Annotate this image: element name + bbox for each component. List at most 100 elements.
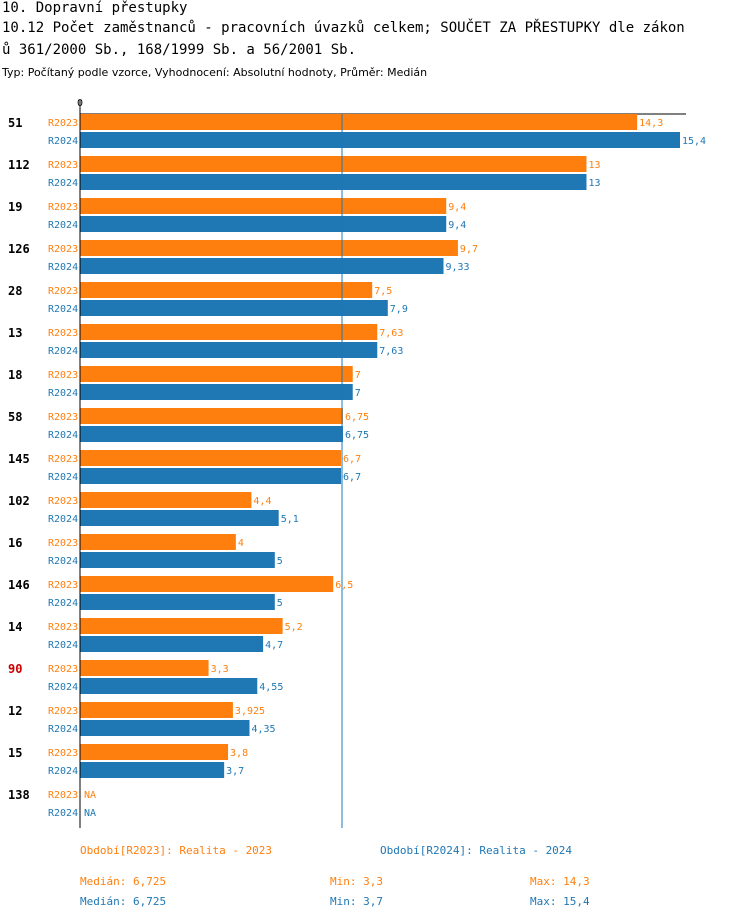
series-label-r2024: R2024 xyxy=(48,178,78,189)
bar-r2024 xyxy=(80,132,680,148)
series-label-r2023: R2023 xyxy=(48,370,78,381)
bar-r2024 xyxy=(80,174,587,190)
series-label-r2024: R2024 xyxy=(48,136,78,147)
category-label: 145 xyxy=(8,452,30,466)
bar-r2024 xyxy=(80,720,250,736)
value-label-r2024: 5,1 xyxy=(281,514,299,525)
category-label: 146 xyxy=(8,578,30,592)
series-label-r2023: R2023 xyxy=(48,496,78,507)
series-label-r2023: R2023 xyxy=(48,454,78,465)
value-label-r2023: 6,7 xyxy=(343,454,361,465)
value-label-r2024: 3,7 xyxy=(226,766,244,777)
series-label-r2023: R2023 xyxy=(48,286,78,297)
bar-r2023 xyxy=(80,492,252,508)
category-label: 28 xyxy=(8,284,22,298)
bar-r2023 xyxy=(80,408,343,424)
bar-r2024 xyxy=(80,384,353,400)
series-label-r2023: R2023 xyxy=(48,790,78,801)
bar-r2024 xyxy=(80,300,388,316)
bar-r2023 xyxy=(80,576,334,592)
value-label-r2023: 3,925 xyxy=(235,706,265,717)
series-label-r2024: R2024 xyxy=(48,388,78,399)
value-label-r2023: 3,3 xyxy=(211,664,229,675)
value-label-r2023: 5,2 xyxy=(285,622,303,633)
series-label-r2024: R2024 xyxy=(48,766,78,777)
category-label: 126 xyxy=(8,242,30,256)
series-label-r2023: R2023 xyxy=(48,160,78,171)
series-label-r2023: R2023 xyxy=(48,244,78,255)
bar-r2024 xyxy=(80,552,275,568)
bar-r2024 xyxy=(80,636,264,652)
bar-r2023 xyxy=(80,240,458,256)
value-label-r2023: 4,4 xyxy=(253,496,271,507)
bar-r2023 xyxy=(80,156,587,172)
bar-r2023 xyxy=(80,534,236,550)
value-label-r2023: 9,7 xyxy=(460,244,478,255)
series-label-r2023: R2023 xyxy=(48,202,78,213)
series-label-r2023: R2023 xyxy=(48,538,78,549)
value-label-r2024: 4,55 xyxy=(259,682,283,693)
legend-min-2024: Min: 3,7 xyxy=(330,895,383,908)
value-label-r2023: 13 xyxy=(588,160,600,171)
series-label-r2024: R2024 xyxy=(48,682,78,693)
series-label-r2024: R2024 xyxy=(48,220,78,231)
legend-median-2023: Medián: 6,725 xyxy=(80,875,167,888)
value-label-r2024: 4,7 xyxy=(265,640,283,651)
legend-period-2023: Období[R2023]: Realita - 2023 xyxy=(80,844,273,857)
category-label: 19 xyxy=(8,200,22,214)
series-label-r2024: R2024 xyxy=(48,346,78,357)
value-label-r2023: 9,4 xyxy=(448,202,466,213)
value-label-r2024: 7,63 xyxy=(379,346,403,357)
series-label-r2023: R2023 xyxy=(48,118,78,129)
series-label-r2023: R2023 xyxy=(48,748,78,759)
bar-r2024 xyxy=(80,216,447,232)
value-label-r2024: 9,33 xyxy=(446,262,470,273)
value-label-r2024: 5 xyxy=(277,598,283,609)
chart-title-line-3: ů 361/2000 Sb., 168/1999 Sb. a 56/2001 S… xyxy=(2,42,357,58)
bar-r2023 xyxy=(80,744,229,760)
series-label-r2024: R2024 xyxy=(48,262,78,273)
bar-r2024 xyxy=(80,678,258,694)
series-label-r2023: R2023 xyxy=(48,706,78,717)
value-label-r2024: 15,4 xyxy=(682,136,706,147)
chart-title-line-1: 10. Dopravní přestupky xyxy=(2,0,188,16)
bar-r2023 xyxy=(80,282,373,298)
category-label: 102 xyxy=(8,494,30,508)
series-label-r2024: R2024 xyxy=(48,430,78,441)
series-label-r2024: R2024 xyxy=(48,472,78,483)
bar-r2024 xyxy=(80,594,275,610)
value-label-r2023: 7 xyxy=(355,370,361,381)
series-label-r2023: R2023 xyxy=(48,328,78,339)
value-label-r2023: 3,8 xyxy=(230,748,248,759)
value-label-r2023: 4 xyxy=(238,538,244,549)
bar-r2023 xyxy=(80,618,283,634)
series-label-r2024: R2024 xyxy=(48,598,78,609)
series-label-r2023: R2023 xyxy=(48,580,78,591)
category-label: 14 xyxy=(8,620,22,634)
series-label-r2023: R2023 xyxy=(48,622,78,633)
bar-r2024 xyxy=(80,342,378,358)
bar-r2023 xyxy=(80,366,353,382)
series-label-r2024: R2024 xyxy=(48,304,78,315)
bar-chart: 051R202314,3R202415,4112R202313R20241319… xyxy=(8,98,706,828)
bar-r2023 xyxy=(80,702,233,718)
bar-r2024 xyxy=(80,468,342,484)
bar-r2024 xyxy=(80,426,343,442)
value-label-r2023: 6,5 xyxy=(335,580,353,591)
chart-subtitle: Typ: Počítaný podle vzorce, Vyhodnocení:… xyxy=(2,66,428,79)
category-label: 58 xyxy=(8,410,22,424)
bar-r2024 xyxy=(80,258,444,274)
value-label-r2023: 7,5 xyxy=(374,286,392,297)
series-label-r2024: R2024 xyxy=(48,640,78,651)
category-label: 12 xyxy=(8,704,22,718)
series-label-r2023: R2023 xyxy=(48,412,78,423)
series-label-r2023: R2023 xyxy=(48,664,78,675)
series-label-r2024: R2024 xyxy=(48,556,78,567)
bar-r2024 xyxy=(80,762,225,778)
series-label-r2024: R2024 xyxy=(48,808,78,819)
legend-max-2024: Max: 15,4 xyxy=(530,895,590,908)
value-label-r2024: 4,35 xyxy=(251,724,275,735)
category-label: 16 xyxy=(8,536,22,550)
bar-r2023 xyxy=(80,324,378,340)
category-label: 18 xyxy=(8,368,22,382)
